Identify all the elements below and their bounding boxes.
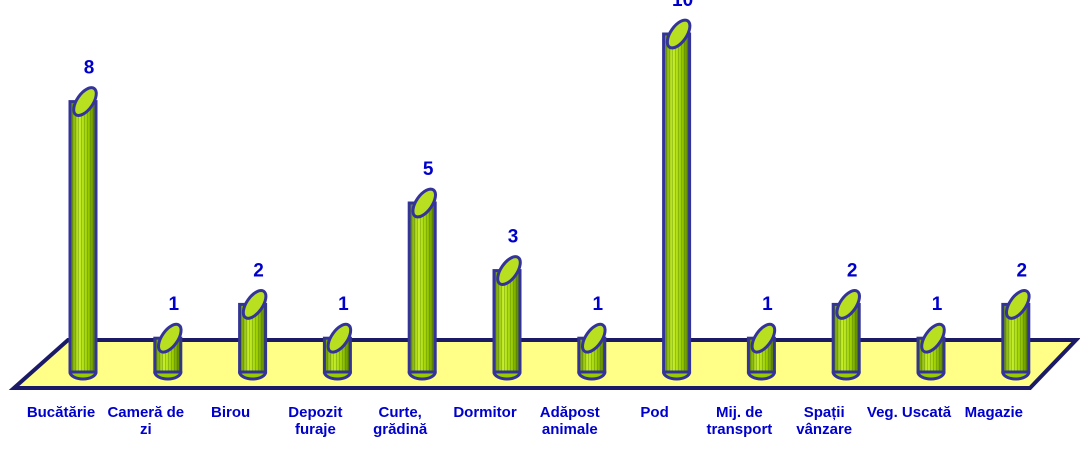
cylinder-top xyxy=(920,322,946,354)
bar-texture xyxy=(70,101,96,372)
bar-texture xyxy=(494,270,520,372)
cylinder xyxy=(916,322,946,381)
cylinder-top xyxy=(72,86,98,117)
cylinder xyxy=(238,289,268,381)
cylinder xyxy=(492,255,522,381)
cylinder-top xyxy=(326,322,353,354)
value-label: 8 xyxy=(84,58,95,79)
bar-texture xyxy=(409,203,436,372)
cylinder-top xyxy=(411,187,437,219)
value-label: 2 xyxy=(847,260,858,281)
value-label: 1 xyxy=(932,294,943,315)
category-label: Birou xyxy=(211,404,251,421)
cylinder xyxy=(322,322,353,381)
category-label: Depozit furaje xyxy=(288,404,343,438)
cylinder-top xyxy=(1005,289,1031,320)
value-label: 1 xyxy=(762,294,773,315)
cylinder xyxy=(577,322,607,381)
cylinder-top xyxy=(496,255,522,286)
value-label: 3 xyxy=(508,227,519,248)
category-label: Spații vânzare xyxy=(796,404,853,438)
cylinder xyxy=(407,187,437,381)
floor xyxy=(8,338,1080,390)
value-label: 1 xyxy=(169,294,180,315)
value-label: 2 xyxy=(253,260,264,281)
cylinder xyxy=(746,322,777,381)
value-label: 1 xyxy=(593,294,604,315)
cylinder-top xyxy=(750,322,777,354)
cylinder xyxy=(662,18,692,381)
value-label: 1 xyxy=(338,294,349,315)
category-label: Pod xyxy=(640,404,669,421)
value-label: 2 xyxy=(1017,260,1028,281)
cylinder xyxy=(831,289,861,381)
category-label: Cameră de zi xyxy=(107,404,185,438)
cylinder-top xyxy=(665,18,692,50)
cylinder-top xyxy=(581,322,607,354)
category-label: Mij. de transport xyxy=(706,404,773,438)
category-label: Dormitor xyxy=(453,404,517,421)
bar-texture xyxy=(663,34,690,372)
category-label: Adăpost animale xyxy=(539,404,600,438)
category-label: Veg. Uscată xyxy=(866,404,952,421)
cylinder-top xyxy=(157,322,183,354)
category-label: Magazie xyxy=(964,404,1023,421)
cylinder-top xyxy=(241,289,268,320)
value-label: 5 xyxy=(423,159,434,180)
category-label: Curte, grădină xyxy=(373,404,428,438)
value-label: 10 xyxy=(672,0,693,11)
cylinder xyxy=(1001,289,1031,381)
category-label: Bucătărie xyxy=(26,404,96,421)
cylinder-top xyxy=(835,289,861,320)
cylinder xyxy=(153,322,183,381)
cylinder xyxy=(68,86,98,381)
